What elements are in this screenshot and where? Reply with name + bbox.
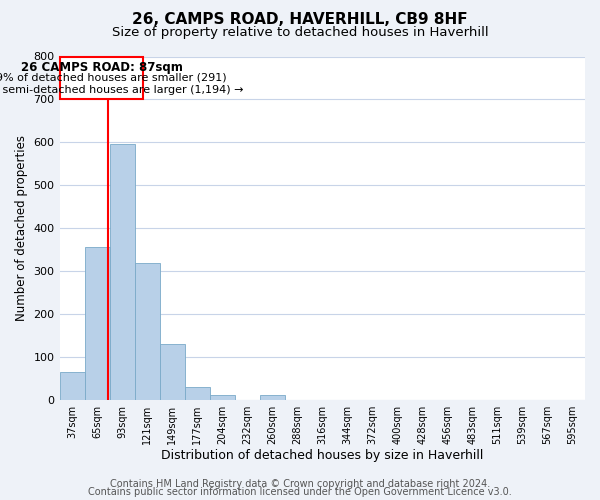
- Y-axis label: Number of detached properties: Number of detached properties: [15, 135, 28, 321]
- Text: Size of property relative to detached houses in Haverhill: Size of property relative to detached ho…: [112, 26, 488, 39]
- Text: 80% of semi-detached houses are larger (1,194) →: 80% of semi-detached houses are larger (…: [0, 85, 243, 95]
- Bar: [134, 264, 160, 400]
- Bar: [209, 396, 235, 400]
- Bar: [85, 246, 110, 400]
- Text: 26 CAMPS ROAD: 87sqm: 26 CAMPS ROAD: 87sqm: [20, 60, 182, 74]
- Text: Contains public sector information licensed under the Open Government Licence v3: Contains public sector information licen…: [88, 487, 512, 497]
- Text: 26, CAMPS ROAD, HAVERHILL, CB9 8HF: 26, CAMPS ROAD, HAVERHILL, CB9 8HF: [132, 12, 468, 28]
- Text: ← 19% of detached houses are smaller (291): ← 19% of detached houses are smaller (29…: [0, 73, 227, 83]
- Bar: [185, 387, 209, 400]
- Bar: [110, 144, 134, 400]
- Bar: [59, 372, 85, 400]
- X-axis label: Distribution of detached houses by size in Haverhill: Distribution of detached houses by size …: [161, 450, 484, 462]
- Bar: [160, 344, 185, 400]
- Text: Contains HM Land Registry data © Crown copyright and database right 2024.: Contains HM Land Registry data © Crown c…: [110, 479, 490, 489]
- Bar: [260, 396, 285, 400]
